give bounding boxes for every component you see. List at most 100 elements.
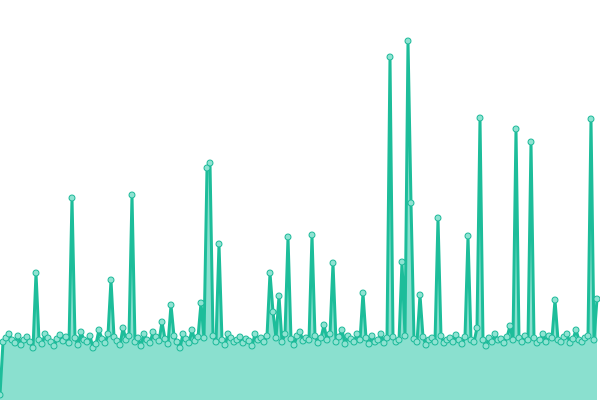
data-point [473,324,481,332]
data-point [320,321,328,329]
data-point [197,299,205,307]
data-point [401,332,409,340]
data-point [221,341,229,349]
data-point [506,322,514,330]
data-point [572,326,580,334]
data-point [437,332,445,340]
data-point [341,340,349,348]
data-point [86,332,94,340]
data-point [479,336,487,344]
data-point [395,336,403,344]
data-point [188,326,196,334]
data-point [149,328,157,336]
data-point [482,342,490,350]
data-point [128,191,136,199]
data-point [548,334,556,342]
data-point [263,332,271,340]
data-point [458,340,466,348]
data-point [29,344,37,352]
data-point [281,330,289,338]
data-point [377,330,385,338]
data-point [359,289,367,297]
data-point [449,338,457,346]
data-point [296,328,304,336]
data-point [125,332,133,340]
data-point [509,336,517,344]
data-point [374,336,382,344]
data-point [503,333,511,341]
data-point [404,37,412,45]
data-point [50,342,58,350]
data-point [56,331,64,339]
data-point [476,114,484,122]
data-point [77,328,85,336]
data-point [5,330,13,338]
data-point [329,259,337,267]
data-point [284,233,292,241]
data-point [92,340,100,348]
data-point [308,231,316,239]
data-point [26,338,34,346]
data-point [215,240,223,248]
data-point [170,332,178,340]
data-point [23,333,31,341]
data-point [338,326,346,334]
data-point [119,324,127,332]
data-point [431,338,439,346]
data-point [272,334,280,342]
data-point [185,339,193,347]
data-point [488,338,496,346]
data-point [518,338,526,346]
data-point [0,391,4,399]
data-point [536,336,544,344]
data-point [68,194,76,202]
data-point [323,336,331,344]
data-point [17,341,25,349]
data-point [245,337,253,345]
data-point [74,341,82,349]
data-point [278,338,286,346]
data-point [530,334,538,342]
data-points [0,37,600,399]
data-point [140,330,148,338]
data-point [551,296,559,304]
data-point [590,336,598,344]
data-point [398,258,406,266]
data-point [164,340,172,348]
data-point [218,336,226,344]
data-point [512,125,520,133]
data-point [32,269,40,277]
data-point [500,339,508,347]
data-point [350,338,358,346]
data-point [167,301,175,309]
data-point [524,336,532,344]
data-point [200,334,208,342]
data-point [95,326,103,334]
data-point [287,335,295,343]
data-point [161,335,169,343]
data-point [587,115,595,123]
data-point [179,330,187,338]
data-point [563,330,571,338]
data-point [434,214,442,222]
data-point [260,338,268,346]
data-point [209,332,217,340]
data-point [65,339,73,347]
data-point [407,199,415,207]
data-point [269,308,277,316]
data-point [491,330,499,338]
data-point [305,336,313,344]
data-point [593,295,600,303]
data-point [362,334,370,342]
data-point [386,53,394,61]
data-point [383,334,391,342]
data-point [38,340,46,348]
data-point [380,339,388,347]
data-point [317,334,325,342]
data-point [206,159,214,167]
data-point [332,338,340,346]
data-point [116,341,124,349]
data-point [542,338,550,346]
data-point [83,338,91,346]
